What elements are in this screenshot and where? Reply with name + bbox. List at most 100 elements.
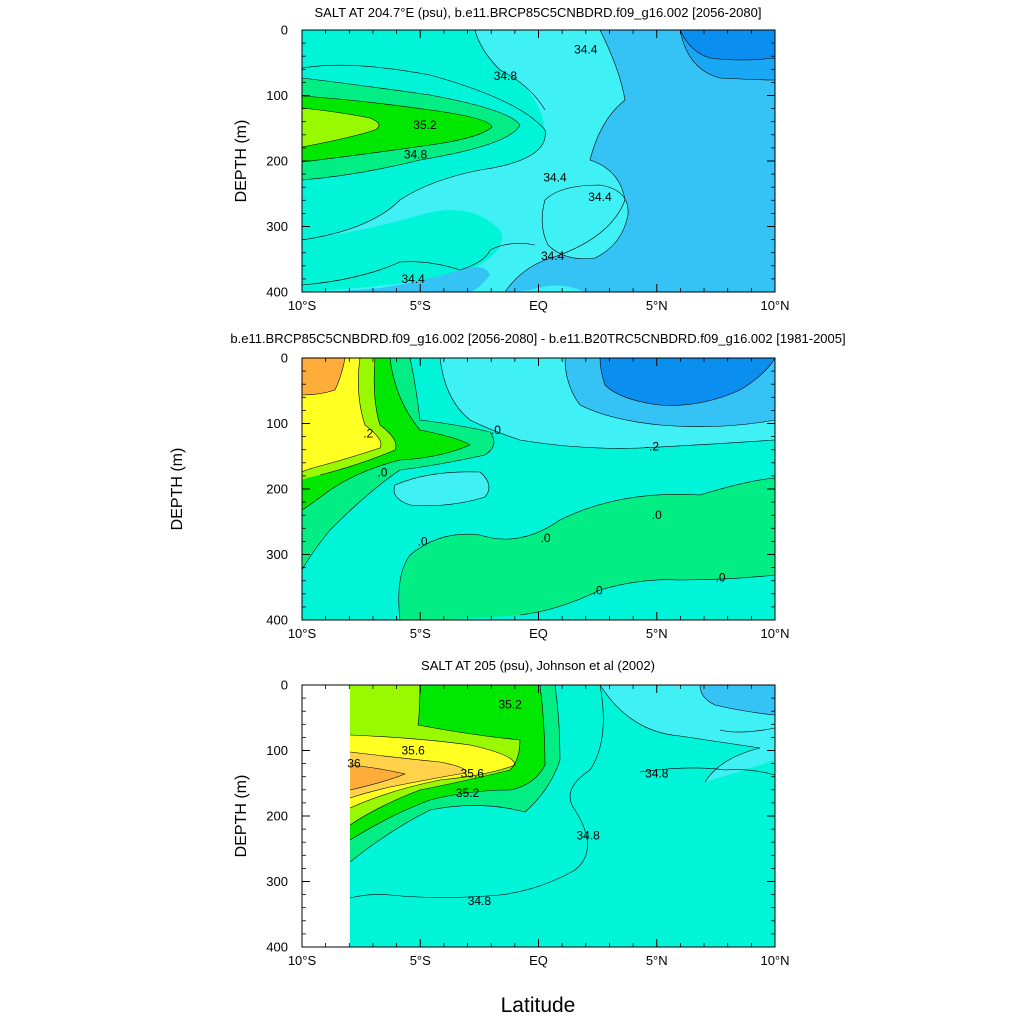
fill-0.0-eddy <box>394 471 489 506</box>
contour-label: 35.6 <box>401 744 425 758</box>
contour-label: .0 <box>652 508 662 522</box>
contour-label: -.2 <box>645 439 659 453</box>
panel-2-axes: 10°S 5°S EQ 5°N 10°N 0 100 200 300 400 <box>266 351 789 642</box>
contour-label: .0 <box>377 466 387 480</box>
x-tick-label: 10°N <box>760 298 789 313</box>
contour-line <box>349 685 546 841</box>
contour-label: 35.2 <box>413 118 437 132</box>
contour-line <box>302 358 382 473</box>
y-tick-label: 200 <box>266 154 288 169</box>
contour-line <box>474 30 546 111</box>
x-tick-label: EQ <box>529 953 548 968</box>
fill-gt-35.4 <box>302 108 379 147</box>
x-tick-label: 10°N <box>760 626 789 641</box>
y-tick-label: 100 <box>266 416 288 431</box>
fill-34.8-35.0-lower <box>302 210 502 292</box>
contour-line <box>302 358 346 396</box>
y-tick-label: 100 <box>266 743 288 758</box>
contour-label: 34.8 <box>404 147 428 161</box>
x-tick-label: EQ <box>529 298 548 313</box>
panel-3: SALT AT 205 (psu), Johnson et al (2002) <box>233 658 790 968</box>
y-tick-label: 300 <box>266 874 288 889</box>
contour-label: 34.8 <box>645 766 669 780</box>
x-tick-label: 5°S <box>410 626 431 641</box>
contour-line <box>302 107 380 148</box>
contour-line <box>349 734 516 809</box>
contour-line <box>349 751 467 799</box>
contour-line <box>679 30 775 61</box>
contour-label: 34.4 <box>541 249 565 263</box>
x-tick-label: EQ <box>529 626 548 641</box>
x-tick-label: 10°N <box>760 953 789 968</box>
panel-1-fills <box>302 30 775 292</box>
contour-line <box>639 767 775 776</box>
y-tick-label: 200 <box>266 809 288 824</box>
contour-line <box>349 685 561 863</box>
contour-label: .0 <box>418 534 428 548</box>
panel-2-contour-labels: .2 .0 -.2 .0 .0 .0 .0 .0 .0 <box>363 423 726 597</box>
contour-label: 34.8 <box>468 894 492 908</box>
y-tick-label: 400 <box>266 285 288 300</box>
panel-3-ylabel: DEPTH (m) <box>233 775 250 858</box>
contour-line <box>349 685 521 826</box>
x-tick-label: 5°N <box>646 298 668 313</box>
contour-label: 34.8 <box>494 69 518 83</box>
x-tick-label: 10°S <box>288 626 317 641</box>
panel-3-title: SALT AT 205 (psu), Johnson et al (2002) <box>421 658 655 673</box>
panel-2-title: b.e11.BRCP85C5CNBDRD.f09_g16.002 [2056-2… <box>230 331 845 346</box>
panel-1-ylabel: DEPTH (m) <box>233 120 250 203</box>
contour-line <box>302 243 536 286</box>
x-tick-label: 10°S <box>288 298 317 313</box>
contour-label: 34.4 <box>543 170 567 184</box>
fill-34.4-34.6-left <box>302 266 490 292</box>
contour-line <box>302 358 471 511</box>
fill-34.4-34.6 <box>505 30 775 292</box>
panel-2-fills <box>302 358 775 620</box>
y-tick-label: 400 <box>266 613 288 628</box>
fill-34.2-34.4 <box>680 30 775 60</box>
contour-line <box>302 64 546 241</box>
contour-label: 34.8 <box>576 829 600 843</box>
contour-line <box>349 685 604 899</box>
contour-line <box>349 764 406 791</box>
panel-1-title: SALT AT 204.7°E (psu), b.e11.BRCP85C5CNB… <box>315 5 762 20</box>
contour-line <box>319 358 397 476</box>
y-tick-label: 300 <box>266 547 288 562</box>
contour-line <box>599 685 761 783</box>
y-tick-label: 0 <box>281 23 288 38</box>
fill-34.4-34.6 <box>700 685 775 715</box>
contour-line <box>564 358 775 427</box>
fill-35.8-36.0 <box>350 752 466 798</box>
panel-3-fills <box>350 685 775 947</box>
contour-line <box>699 685 775 716</box>
fill-gt-1.0 <box>302 358 345 395</box>
panel-3-contour-labels: 35.2 35.6 36 35.6 35.2 34.8 34.8 34.8 <box>347 698 668 909</box>
contour-line <box>599 358 775 406</box>
contour-line <box>679 30 775 81</box>
fill-34.2-34.4-edge <box>680 30 775 80</box>
y-tick-label: 0 <box>281 678 288 693</box>
contour-line <box>393 471 490 506</box>
contour-line <box>302 77 521 181</box>
panel-3-contour-lines <box>349 685 775 899</box>
x-tick-label: 10°S <box>288 953 317 968</box>
contour-label: .0 <box>593 584 603 598</box>
contour-label: 34.4 <box>401 272 425 286</box>
panel-1: SALT AT 204.7°E (psu), b.e11.BRCP85C5CNB… <box>233 5 790 313</box>
contour-line <box>398 477 775 620</box>
contour-line <box>302 358 495 571</box>
fill-0.2-0.4-deep <box>398 478 775 620</box>
contour-label: .0 <box>491 423 501 437</box>
x-axis-label: Latitude <box>501 994 576 1017</box>
y-tick-label: 300 <box>266 219 288 234</box>
panel-1-contour-lines <box>302 30 775 292</box>
contour-label: 35.6 <box>461 766 485 780</box>
panel-3-axes: 10°S 5°S EQ 5°N 10°N 0 100 200 300 400 <box>266 678 789 969</box>
fill-34.6-eddy <box>542 185 629 259</box>
contour-label: .0 <box>716 570 726 584</box>
y-tick-label: 0 <box>281 351 288 366</box>
contour-label: 35.2 <box>498 698 522 712</box>
contour-label: 36 <box>347 757 361 771</box>
fill-34.6-34.8 <box>600 685 775 782</box>
